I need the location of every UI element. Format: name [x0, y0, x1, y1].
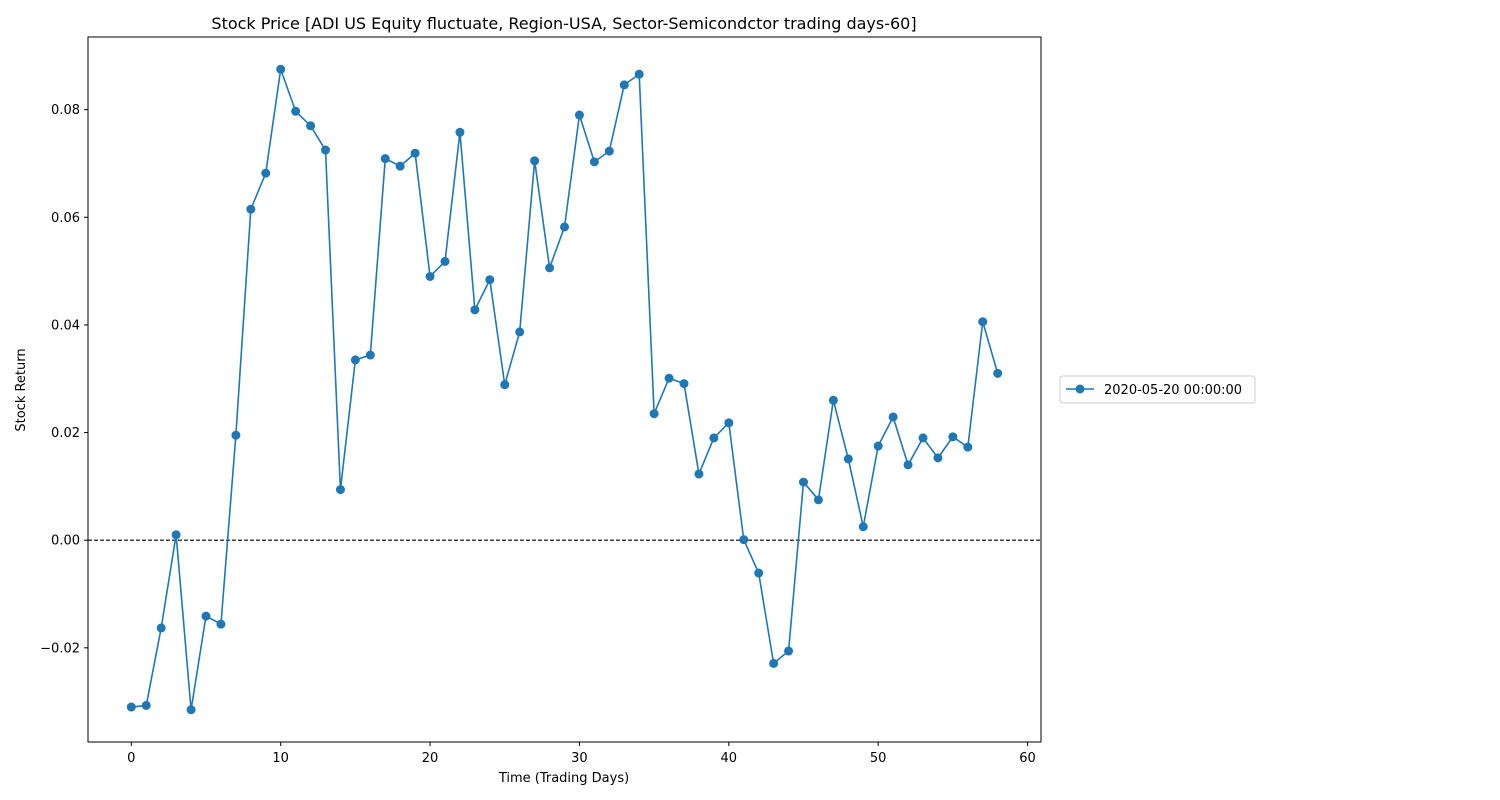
data-point: [694, 469, 704, 479]
data-point: [470, 305, 480, 315]
data-point: [186, 705, 196, 715]
y-tick-label: 0.08: [51, 103, 80, 118]
data-point: [784, 646, 794, 656]
y-tick-label: 0.00: [51, 534, 80, 549]
data-point: [888, 412, 898, 422]
data-point: [291, 106, 301, 116]
data-point: [156, 623, 166, 633]
y-tick-label: −0.02: [40, 641, 80, 656]
y-axis-label: Stock Return: [14, 348, 29, 431]
data-point: [634, 69, 644, 79]
data-point: [425, 271, 435, 281]
y-tick-label: 0.04: [51, 318, 80, 333]
data-point: [649, 409, 659, 419]
data-point: [948, 432, 958, 442]
data-point: [440, 256, 450, 266]
chart-title: Stock Price [ADI US Equity fluctuate, Re…: [211, 14, 916, 33]
data-point: [380, 154, 390, 164]
data-point: [261, 168, 271, 178]
data-point: [918, 433, 928, 443]
plot-area: [88, 37, 1041, 742]
data-point: [664, 373, 674, 383]
data-point: [171, 530, 181, 540]
x-axis-ticks: 0 10 20 30 40 50 60: [127, 742, 1036, 766]
legend-box: [1059, 375, 1256, 404]
plot-frame: [87, 36, 1042, 743]
data-point: [798, 477, 808, 487]
y-axis-ticks: −0.02 0.00 0.02 0.04 0.06 0.08: [40, 103, 88, 656]
data-point: [530, 156, 540, 166]
y-tick-label: 0.02: [51, 426, 80, 441]
data-point: [873, 441, 883, 451]
data-point: [903, 460, 913, 470]
data-point: [141, 700, 151, 710]
data-point: [589, 157, 599, 167]
x-tick-label: 60: [1019, 751, 1036, 766]
data-point: [769, 658, 779, 668]
legend-label: 2020-05-20 00:00:00: [1104, 383, 1242, 398]
data-point: [246, 204, 256, 214]
x-tick-label: 10: [272, 751, 289, 766]
data-point: [739, 535, 749, 545]
data-point: [306, 121, 316, 131]
data-point: [276, 64, 286, 74]
x-tick-label: 50: [870, 751, 887, 766]
data-point: [126, 702, 136, 712]
data-point: [993, 368, 1003, 378]
data-point: [515, 327, 525, 337]
data-point: [679, 379, 689, 389]
data-point: [231, 430, 241, 440]
data-point: [619, 80, 629, 90]
data-point: [813, 495, 823, 505]
legend: 2020-05-20 00:00:00: [1059, 375, 1256, 404]
data-point: [485, 275, 495, 285]
legend-marker-swatch: [1075, 384, 1085, 394]
data-point: [828, 395, 838, 405]
y-tick-label: 0.06: [51, 211, 80, 226]
data-point: [335, 485, 345, 495]
data-point: [350, 355, 360, 365]
x-tick-label: 30: [571, 751, 588, 766]
data-point: [216, 619, 226, 629]
data-point: [724, 418, 734, 428]
data-point: [858, 522, 868, 532]
data-point: [395, 161, 405, 171]
data-point: [933, 453, 943, 463]
data-point: [963, 442, 973, 452]
data-point: [604, 146, 614, 156]
data-point: [843, 454, 853, 464]
data-point: [978, 317, 988, 327]
data-point: [455, 127, 465, 137]
data-point: [500, 380, 510, 390]
data-point: [201, 611, 211, 621]
data-point: [754, 568, 764, 578]
data-point: [560, 222, 569, 232]
data-point: [410, 148, 420, 158]
data-point: [365, 350, 375, 360]
data-point: [545, 263, 555, 273]
data-point: [574, 110, 584, 120]
x-tick-label: 20: [422, 751, 439, 766]
series-layer: [126, 64, 1003, 715]
data-point: [709, 433, 719, 443]
x-tick-label: 40: [721, 751, 738, 766]
x-axis-label: Time (Trading Days): [498, 771, 629, 786]
x-tick-label: 0: [127, 751, 135, 766]
data-point: [321, 145, 331, 155]
